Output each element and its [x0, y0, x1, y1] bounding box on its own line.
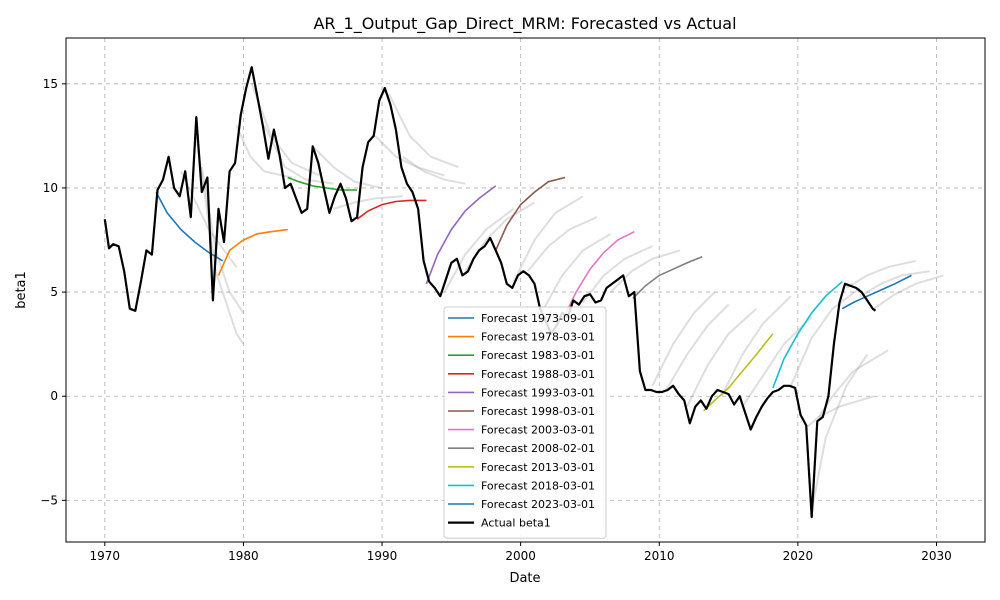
forecast-line-7 — [632, 255, 703, 299]
x-tick-label-3: 2000 — [505, 549, 536, 563]
background-forecast-line-25 — [810, 354, 869, 511]
background-forecast-line-14 — [526, 216, 598, 272]
x-axis: 1970 1980 1990 2000 2010 2020 2030 — [90, 542, 952, 563]
legend-label-8: Forecast 2013-03-01 — [481, 461, 595, 474]
legend-label-4: Forecast 1993-03-01 — [481, 386, 595, 399]
legend-box — [443, 306, 607, 539]
background-forecast-line-22 — [741, 316, 813, 408]
x-tick-label-2: 1990 — [367, 549, 398, 563]
actual-beta1-line — [103, 66, 877, 519]
y-tick-label-3: 10 — [43, 181, 58, 195]
background-forecast-line-29 — [873, 274, 944, 310]
y-tick-label-1: 0 — [50, 389, 58, 403]
y-tick-label-4: 15 — [43, 77, 58, 91]
y-axis: −5 0 5 10 15 — [40, 77, 66, 507]
forecast-line-9 — [772, 281, 843, 389]
background-forecast-line-16 — [582, 245, 653, 304]
background-forecast-line-6 — [311, 145, 383, 189]
legend-label-2: Forecast 1983-03-01 — [481, 349, 595, 362]
background-forecast-line-9 — [388, 93, 459, 169]
background-forecast-line-5 — [263, 125, 334, 185]
background-forecast-line-13 — [512, 195, 584, 283]
background-forecasts — [180, 83, 944, 511]
forecast-line-3 — [356, 199, 427, 220]
legend-label-7: Forecast 2008-02-01 — [481, 442, 595, 455]
legend-label-11: Actual beta1 — [481, 517, 551, 530]
x-tick-label-1: 1980 — [228, 549, 259, 563]
legend-label-1: Forecast 1978-03-01 — [481, 331, 595, 344]
forecast-line-1 — [217, 228, 288, 276]
forecast-line-4 — [425, 185, 497, 285]
legend-label-0: Forecast 1973-09-01 — [481, 312, 595, 325]
background-forecast-line-20 — [686, 307, 757, 408]
background-forecast-line-11 — [443, 208, 515, 293]
background-forecast-line-3 — [235, 125, 293, 179]
legend-label-3: Forecast 1988-03-01 — [481, 368, 595, 381]
x-tick-label-6: 2030 — [921, 549, 952, 563]
chart-title: AR_1_Output_Gap_Direct_MRM: Forecasted v… — [313, 14, 736, 34]
legend-label-6: Forecast 2003-03-01 — [481, 424, 595, 437]
background-forecast-line-28 — [859, 270, 930, 298]
background-forecast-line-18 — [651, 291, 716, 387]
plot-frame — [65, 37, 986, 543]
background-forecast-line-0 — [195, 135, 245, 345]
x-tick-label-0: 1970 — [90, 549, 121, 563]
background-forecast-line-7 — [333, 195, 403, 210]
y-axis-label: beta1 — [14, 271, 29, 309]
y-tick-label-2: 5 — [50, 285, 58, 299]
actual-line — [103, 66, 877, 519]
legend-label-9: Forecast 2018-03-01 — [481, 479, 595, 492]
forecast-line-10 — [841, 274, 912, 310]
forecast-lines — [155, 176, 912, 412]
background-forecast-line-19 — [665, 303, 730, 391]
legend-label-10: Forecast 2023-03-01 — [481, 498, 595, 511]
forecast-line-8 — [703, 333, 774, 412]
legend: Forecast 1973-09-01 Forecast 1978-03-01 Fo… — [443, 306, 607, 539]
background-forecast-line-24 — [805, 395, 875, 429]
x-tick-label-5: 2020 — [783, 549, 814, 563]
background-forecast-line-4 — [250, 83, 321, 177]
forecast-line-5 — [494, 176, 566, 251]
background-forecast-line-15 — [540, 232, 612, 314]
background-forecast-line-10 — [402, 155, 466, 185]
background-forecast-line-8 — [374, 135, 445, 177]
background-forecast-line-23 — [789, 287, 861, 387]
background-forecast-line-27 — [845, 259, 916, 289]
y-tick-label-0: −5 — [40, 493, 58, 507]
background-forecast-line-21 — [720, 295, 792, 397]
x-tick-label-4: 2010 — [644, 549, 675, 563]
background-forecast-line-17 — [609, 249, 681, 293]
x-axis-label: Date — [509, 571, 540, 586]
legend-label-5: Forecast 1998-03-01 — [481, 405, 595, 418]
forecast-line-6 — [564, 230, 635, 316]
